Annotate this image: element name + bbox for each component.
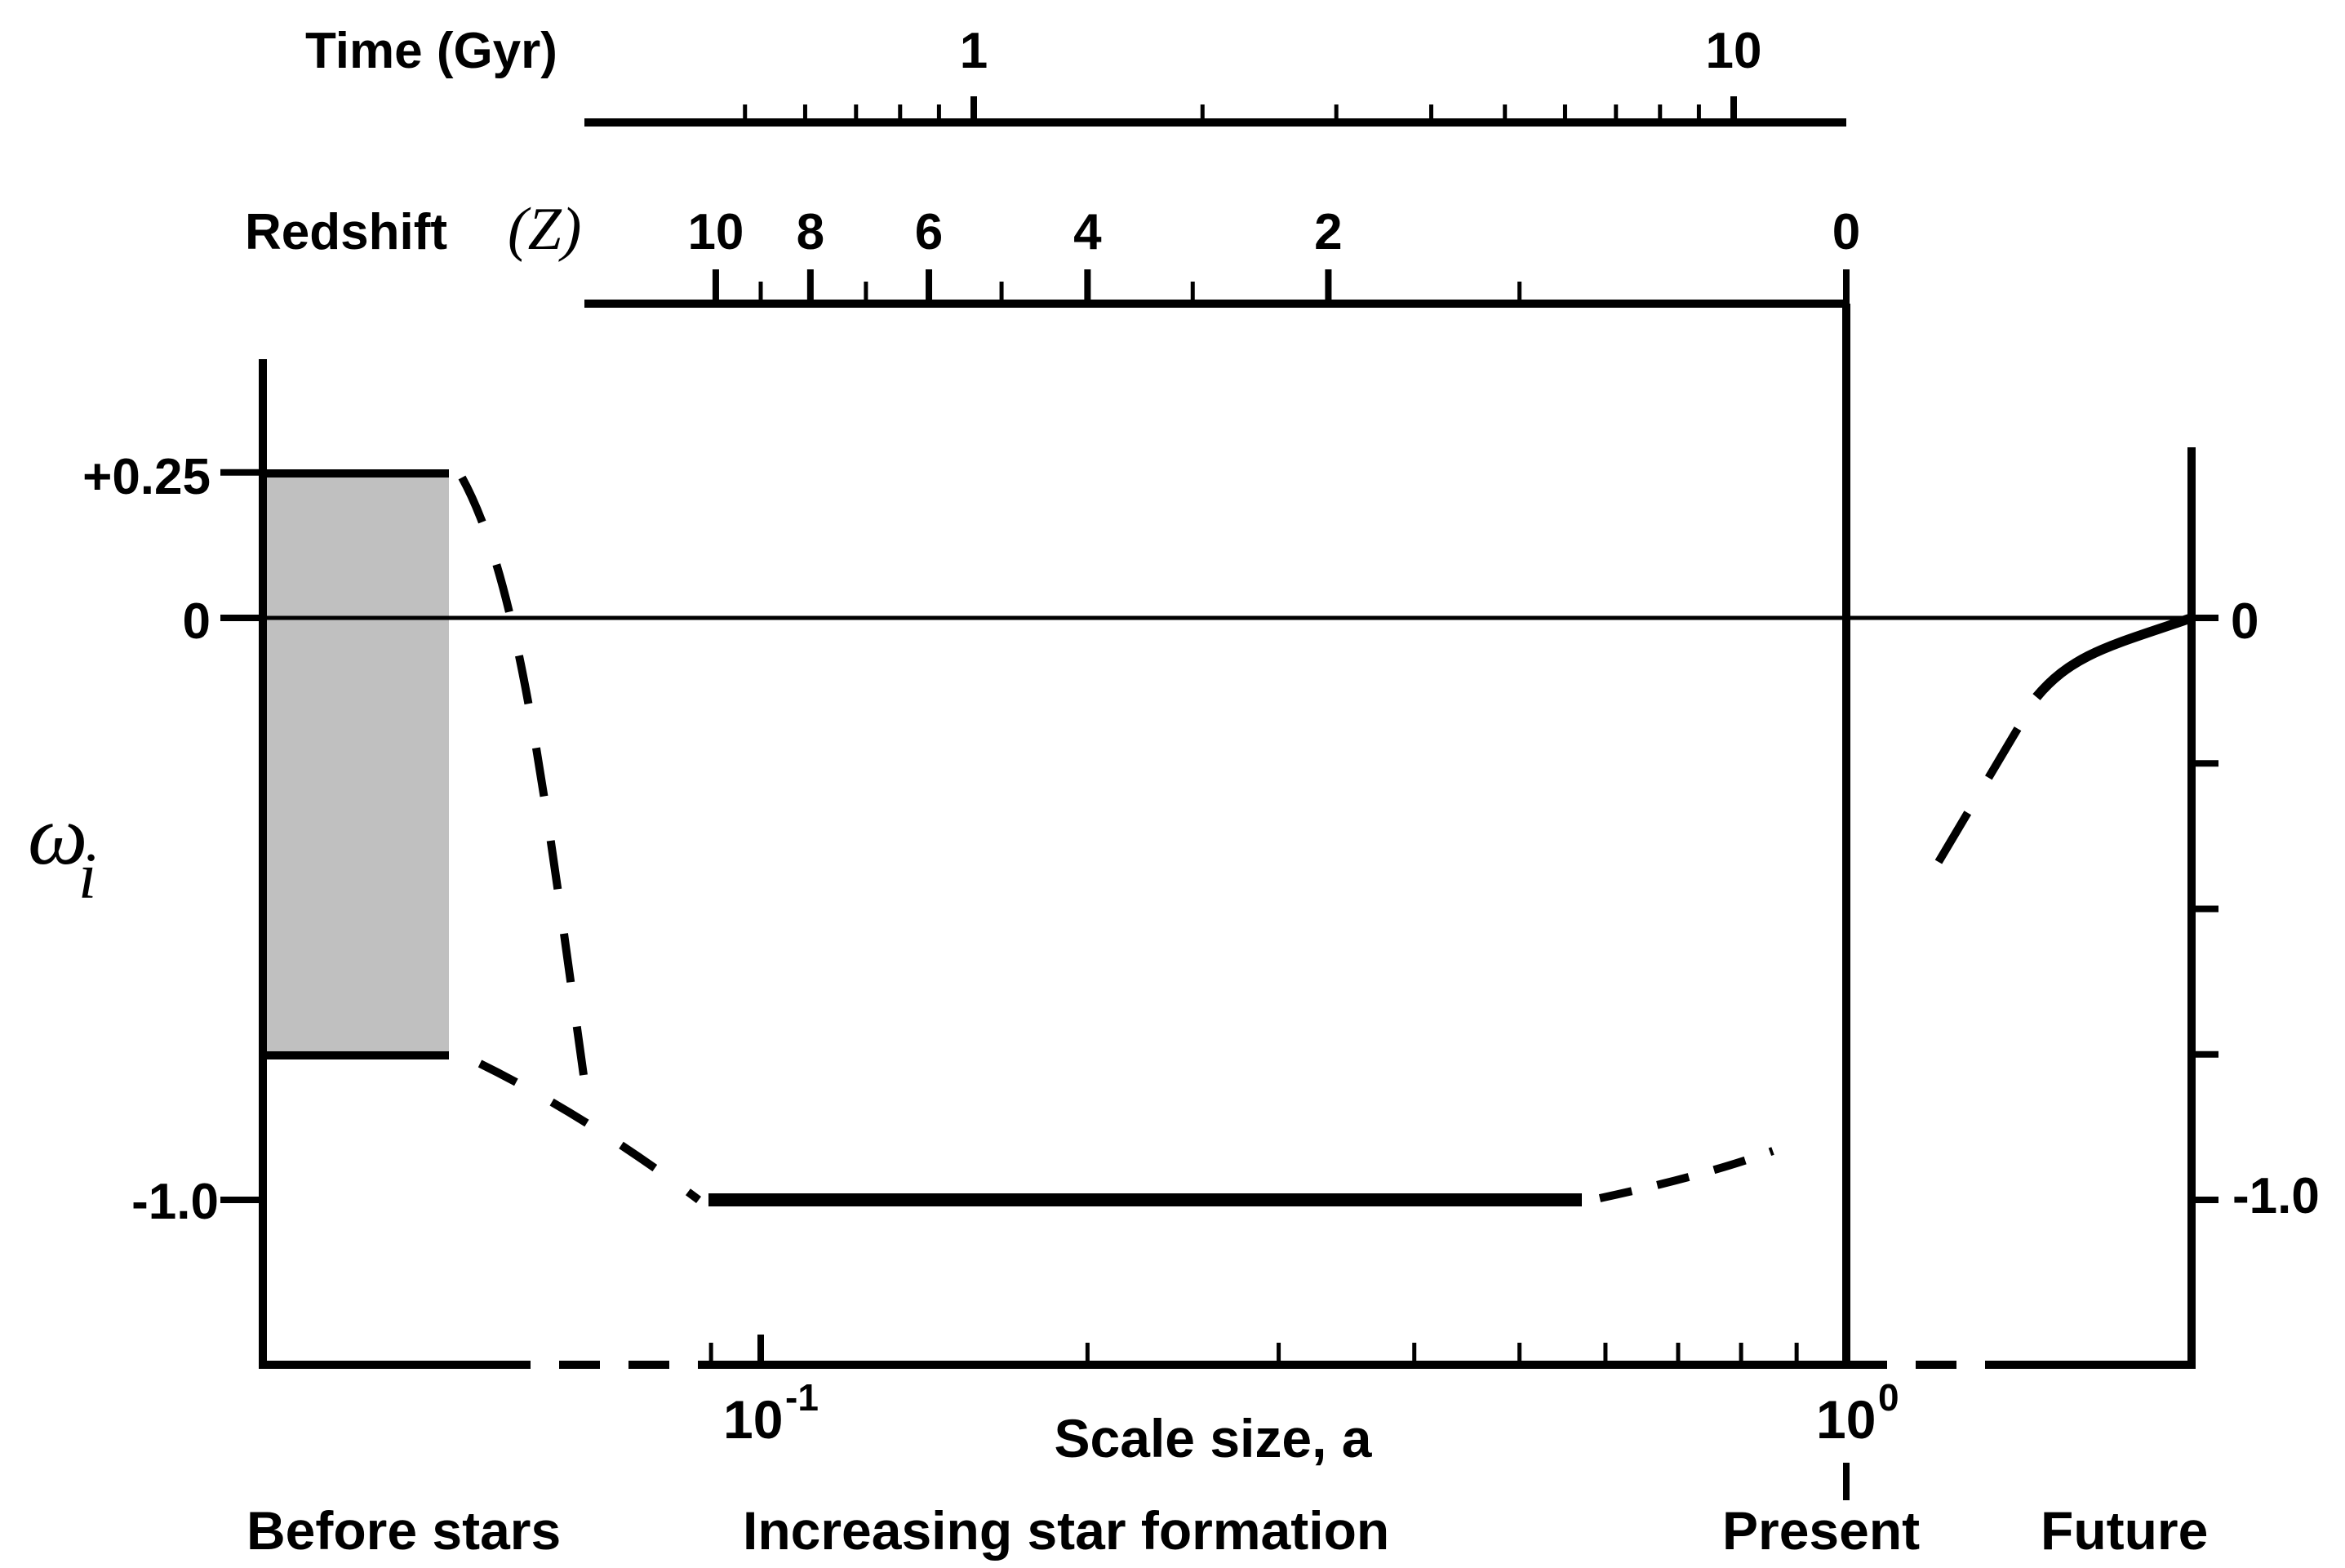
redshift-tick-label: 8 <box>797 204 824 260</box>
y-label-minus-one-left: -1.0 <box>131 1174 219 1230</box>
x-tick-label-base-1: 10 <box>723 1389 783 1450</box>
omega-symbol: ω <box>28 788 87 882</box>
y-label-zero-left: 0 <box>183 593 211 650</box>
region-future: Future <box>2041 1500 2208 1561</box>
lower-transition-curve <box>477 1059 701 1204</box>
upper-transition-curve <box>458 475 593 1117</box>
y-label-minus-one-right: -1.0 <box>2232 1168 2320 1224</box>
redshift-tick-label: 4 <box>1073 204 1102 260</box>
redshift-tick-label: 10 <box>687 204 744 260</box>
y-label-plus-025: +0.25 <box>82 449 211 505</box>
recent-rise-curve <box>1598 1147 1774 1202</box>
time-tick-label: 1 <box>960 23 988 79</box>
future-solid-approach <box>2032 613 2193 700</box>
x-tick-label-exp-2: 0 <box>1878 1376 1899 1419</box>
redshift-symbol: (Z) <box>508 196 581 263</box>
time-axis-ticks: 1 10 <box>743 23 1762 122</box>
redshift-tick-label: 6 <box>915 204 943 260</box>
time-tick-label: 10 <box>1706 23 1762 79</box>
redshift-axis-ticks: 10 8 6 4 2 0 <box>687 204 1860 304</box>
time-axis-label: Time (Gyr) <box>305 23 557 79</box>
future-dashed-rise <box>1934 695 2041 864</box>
redshift-tick-label: 2 <box>1314 204 1342 260</box>
y-label-zero-right: 0 <box>2231 593 2258 650</box>
redshift-axis-label: Redshift <box>245 204 447 260</box>
x-axis-label: Scale size, a <box>1055 1408 1373 1468</box>
right-y-ticks <box>2192 615 2218 1203</box>
region-present: Present <box>1722 1500 1920 1561</box>
left-y-ticks <box>220 469 263 1203</box>
x-axis-ticks <box>708 1335 1850 1365</box>
omega-subscript: i <box>78 841 96 913</box>
x-tick-label-exp-1: -1 <box>785 1376 819 1419</box>
region-star-formation: Increasing star formation <box>743 1500 1389 1561</box>
shaded-band <box>263 473 449 1055</box>
redshift-tick-label: 0 <box>1832 204 1860 260</box>
x-tick-label-base-2: 10 <box>1816 1389 1876 1450</box>
region-before-stars: Before stars <box>246 1500 561 1561</box>
